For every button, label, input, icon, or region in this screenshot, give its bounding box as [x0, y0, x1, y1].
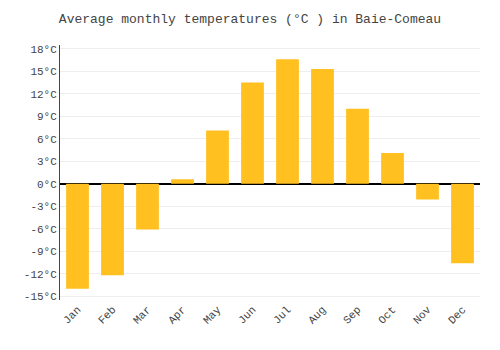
svg-text:12°C: 12°C	[30, 89, 57, 101]
svg-text:-12°C: -12°C	[24, 269, 57, 281]
svg-text:Sep: Sep	[341, 304, 363, 326]
svg-text:Aug: Aug	[306, 304, 328, 326]
svg-text:May: May	[201, 304, 224, 327]
svg-text:-6°C: -6°C	[30, 224, 57, 236]
svg-text:Dec: Dec	[446, 304, 468, 326]
svg-text:-15°C: -15°C	[24, 291, 57, 303]
svg-text:Jul: Jul	[271, 304, 293, 326]
svg-text:3°C: 3°C	[37, 156, 57, 168]
svg-text:9°C: 9°C	[37, 111, 57, 123]
svg-text:Apr: Apr	[166, 304, 188, 326]
svg-text:Average monthly temperatures (: Average monthly temperatures (°C ) in Ba…	[59, 12, 441, 27]
svg-text:-9°C: -9°C	[30, 246, 57, 258]
svg-text:18°C: 18°C	[30, 44, 57, 56]
svg-text:Nov: Nov	[411, 304, 434, 327]
svg-text:6°C: 6°C	[37, 134, 57, 146]
svg-text:Jan: Jan	[61, 304, 83, 326]
svg-text:Jun: Jun	[236, 304, 258, 326]
svg-text:Feb: Feb	[96, 304, 118, 326]
svg-text:Mar: Mar	[131, 304, 153, 326]
svg-text:Oct: Oct	[376, 304, 398, 326]
svg-text:0°C: 0°C	[37, 179, 57, 191]
svg-text:-3°C: -3°C	[30, 201, 57, 213]
svg-text:15°C: 15°C	[30, 66, 57, 78]
